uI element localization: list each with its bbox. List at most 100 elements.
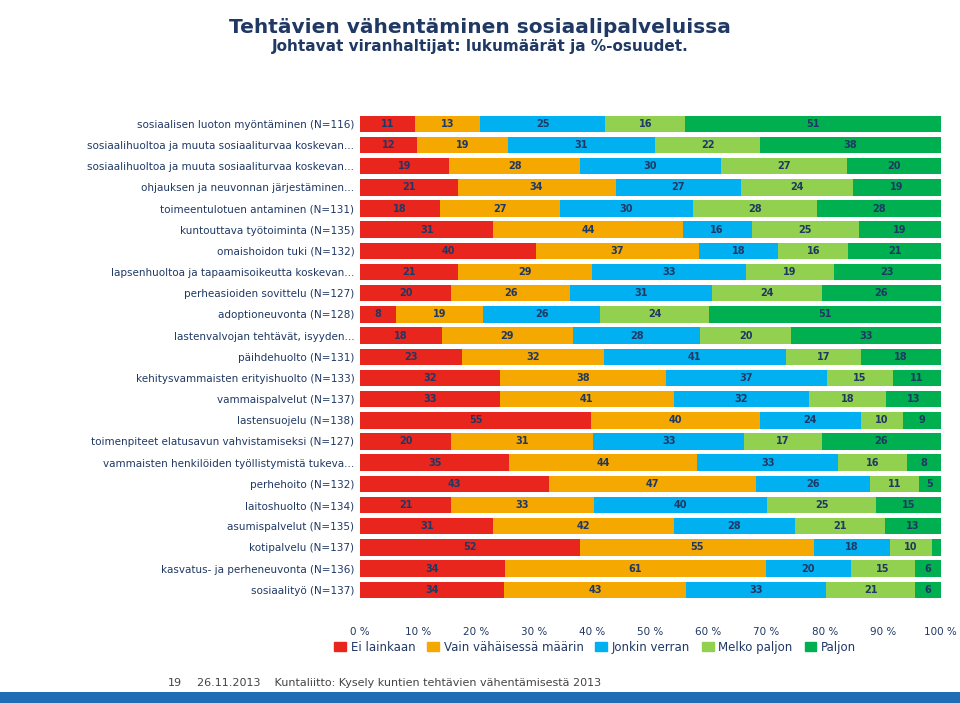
Text: 8: 8 xyxy=(374,309,381,319)
Bar xyxy=(451,433,593,450)
Bar xyxy=(861,412,903,429)
Bar xyxy=(360,115,415,132)
Bar xyxy=(440,200,560,217)
Text: 16: 16 xyxy=(710,225,724,235)
Bar xyxy=(817,200,941,217)
Text: 27: 27 xyxy=(492,203,507,214)
Bar xyxy=(756,476,871,492)
Text: 19: 19 xyxy=(433,309,446,319)
Bar xyxy=(814,539,890,555)
Bar xyxy=(581,539,814,555)
Text: 5: 5 xyxy=(926,479,933,489)
Text: 19: 19 xyxy=(890,182,903,193)
Text: 6: 6 xyxy=(924,585,931,595)
Bar xyxy=(697,454,838,471)
Bar xyxy=(906,454,941,471)
Text: 24: 24 xyxy=(804,415,817,425)
Text: 33: 33 xyxy=(662,267,676,277)
Bar xyxy=(500,391,674,408)
Bar xyxy=(360,560,505,577)
Bar xyxy=(549,476,756,492)
Text: 6: 6 xyxy=(924,564,931,574)
Text: 44: 44 xyxy=(581,225,595,235)
Bar xyxy=(483,306,601,323)
Text: 24: 24 xyxy=(790,182,804,193)
Text: 31: 31 xyxy=(420,225,433,235)
Bar xyxy=(415,115,480,132)
Bar xyxy=(500,370,665,386)
Text: 47: 47 xyxy=(646,479,660,489)
Text: 20: 20 xyxy=(739,330,753,340)
Bar xyxy=(360,391,500,408)
Text: 33: 33 xyxy=(761,458,775,467)
Bar xyxy=(593,433,744,450)
Bar xyxy=(822,285,941,302)
Text: 32: 32 xyxy=(423,373,437,383)
Text: 16: 16 xyxy=(866,458,879,467)
Bar xyxy=(700,328,791,344)
Bar xyxy=(360,328,442,344)
Text: 27: 27 xyxy=(672,182,685,193)
Bar xyxy=(442,328,573,344)
Text: 31: 31 xyxy=(420,521,433,531)
Bar xyxy=(360,221,493,238)
Text: 26: 26 xyxy=(875,288,888,298)
Text: 21: 21 xyxy=(402,182,416,193)
Text: 18: 18 xyxy=(393,203,407,214)
Text: 21: 21 xyxy=(888,246,901,256)
Text: 8: 8 xyxy=(921,458,927,467)
Text: 40: 40 xyxy=(669,415,683,425)
Text: 31: 31 xyxy=(575,140,588,150)
Bar xyxy=(560,200,692,217)
Text: 18: 18 xyxy=(732,246,745,256)
Text: 19: 19 xyxy=(893,225,906,235)
Bar xyxy=(360,349,462,365)
Text: 41: 41 xyxy=(688,352,702,362)
Text: 18: 18 xyxy=(841,394,854,404)
Bar xyxy=(712,285,822,302)
Bar xyxy=(604,349,785,365)
Text: 52: 52 xyxy=(464,543,477,553)
Bar xyxy=(508,136,655,153)
Text: 61: 61 xyxy=(629,564,642,574)
Bar xyxy=(709,306,941,323)
Bar xyxy=(683,221,752,238)
Bar xyxy=(721,158,847,174)
Bar xyxy=(360,136,418,153)
Text: 34: 34 xyxy=(425,585,439,595)
Bar xyxy=(580,158,721,174)
Bar xyxy=(665,370,828,386)
Text: 37: 37 xyxy=(611,246,624,256)
Bar xyxy=(828,370,893,386)
Text: 13: 13 xyxy=(441,119,454,129)
Bar xyxy=(418,136,508,153)
Text: 38: 38 xyxy=(844,140,857,150)
Text: 20: 20 xyxy=(887,161,900,171)
Bar xyxy=(360,370,500,386)
Bar xyxy=(360,433,451,450)
Bar xyxy=(360,285,451,302)
Text: 30: 30 xyxy=(619,203,633,214)
Bar xyxy=(360,158,449,174)
Text: 13: 13 xyxy=(906,521,920,531)
Bar xyxy=(838,454,906,471)
Bar xyxy=(785,349,861,365)
Text: 15: 15 xyxy=(876,564,890,574)
Text: 20: 20 xyxy=(399,437,413,446)
Text: 21: 21 xyxy=(833,521,847,531)
Text: 33: 33 xyxy=(662,437,676,446)
Text: 10: 10 xyxy=(876,415,889,425)
Bar xyxy=(685,115,941,132)
Text: 41: 41 xyxy=(580,394,593,404)
Text: 38: 38 xyxy=(576,373,589,383)
Bar xyxy=(809,391,886,408)
Bar xyxy=(360,497,451,513)
Text: 40: 40 xyxy=(674,500,687,510)
Text: 30: 30 xyxy=(643,161,658,171)
Text: 34: 34 xyxy=(530,182,543,193)
Bar xyxy=(847,158,941,174)
Bar xyxy=(759,412,861,429)
Bar xyxy=(849,243,941,259)
Bar xyxy=(822,433,941,450)
Text: 25: 25 xyxy=(799,225,812,235)
